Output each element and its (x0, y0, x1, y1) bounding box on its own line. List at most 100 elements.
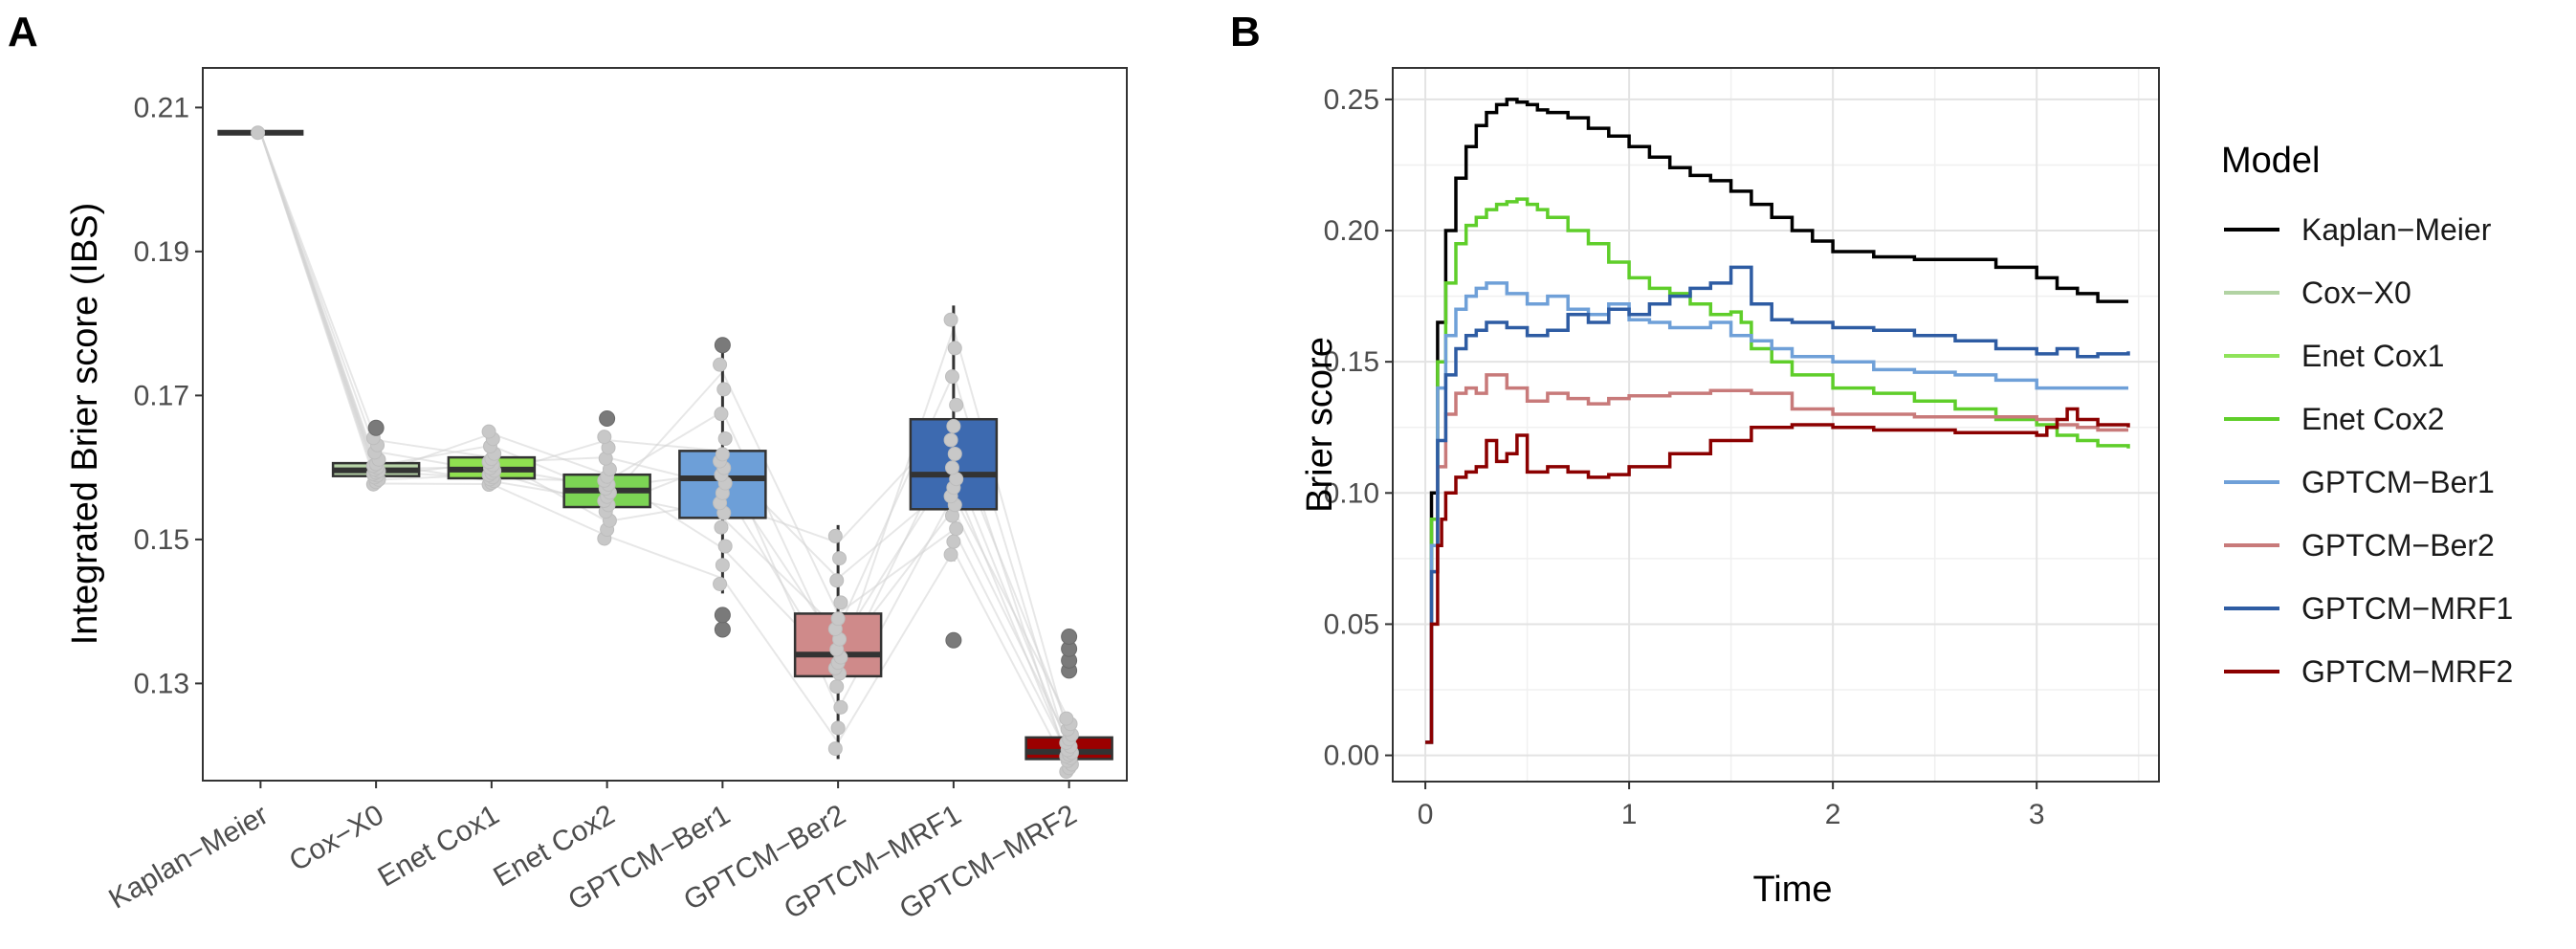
panel-b-series (1425, 98, 2130, 744)
legend-label: GPTCM−MRF1 (2301, 591, 2513, 626)
panel-b-grid (1393, 68, 2159, 782)
legend-title: Model (2221, 141, 2321, 181)
paired-line (952, 463, 1070, 750)
data-point (713, 357, 728, 372)
paired-line (721, 371, 840, 614)
y-tick-label: 0.10 (1324, 477, 1379, 509)
x-tick-label: 1 (1621, 799, 1638, 830)
panel-a-y-axis-title: Integrated Brier score (IBS) (65, 203, 105, 646)
paired-line (721, 577, 839, 743)
y-tick-label: 0.17 (134, 380, 189, 411)
panel-b-border (1392, 67, 2160, 783)
legend-label: GPTCM−Ber1 (2301, 465, 2495, 499)
paired-line (952, 529, 1070, 757)
legend-items: Kaplan−Meier Cox−X0 Enet Cox1 Enet Cox2 GPTC… (2224, 212, 2513, 689)
series-line (1425, 373, 2128, 744)
paired-line (259, 132, 378, 464)
panel-a-y-axis: 0.13 0.15 0.17 0.19 0.21 (134, 92, 203, 699)
data-point (946, 534, 961, 549)
panel-b-y-axis: 0.00 0.05 0.10 0.15 0.20 0.25 (1324, 84, 1393, 772)
data-point (947, 341, 962, 356)
outlier-point (367, 419, 385, 436)
x-tick-label: Enet Cox1 (373, 799, 505, 894)
panel-b-x-axis: 0 1 2 3 (1418, 782, 2045, 830)
data-point (717, 430, 733, 446)
data-point (830, 720, 846, 736)
paired-line (721, 517, 839, 631)
panel-b-x-axis-title: Time (1752, 870, 1832, 910)
legend-label: Enet Cox1 (2301, 339, 2444, 373)
series-line (1425, 281, 2128, 744)
data-point (949, 397, 964, 412)
x-tick-label: 3 (2029, 799, 2045, 830)
data-point (943, 547, 958, 563)
y-tick-label: 0.15 (134, 524, 189, 556)
data-point (829, 573, 845, 588)
paired-line (952, 327, 1070, 739)
data-point (715, 447, 730, 462)
data-point (597, 430, 612, 445)
data-point (481, 424, 496, 439)
data-point (830, 611, 846, 627)
data-point (833, 699, 848, 715)
paired-line (491, 432, 607, 476)
data-point (717, 539, 733, 554)
data-point (949, 521, 964, 537)
data-point (829, 679, 845, 695)
y-tick-label: 0.20 (1324, 215, 1379, 247)
legend-label: GPTCM−MRF2 (2301, 654, 2513, 689)
y-tick-label: 0.19 (134, 236, 189, 268)
x-tick-label: Kaplan−Meier (103, 799, 274, 916)
data-point (944, 369, 959, 385)
legend-label: Enet Cox2 (2301, 402, 2444, 436)
legend: Model Kaplan−Meier Cox−X0 Enet Cox1 Enet Co… (2221, 141, 2513, 689)
data-point (944, 460, 959, 475)
paired-line (837, 529, 955, 615)
data-point (1059, 711, 1074, 726)
data-point (716, 382, 732, 397)
paired-line (375, 439, 493, 459)
data-point (713, 576, 728, 591)
y-tick-label: 0.21 (134, 92, 189, 123)
paired-line (837, 550, 955, 743)
outlier-point (714, 621, 731, 638)
outlier-point (599, 409, 616, 427)
x-tick-label: 0 (1418, 799, 1434, 830)
outlier-point (945, 631, 962, 649)
data-point (947, 446, 962, 461)
data-point (946, 418, 961, 433)
series-line (1425, 98, 2128, 744)
legend-label: Kaplan−Meier (2301, 212, 2492, 247)
outlier-point (714, 607, 731, 624)
panel-a-boxplot: 0.13 0.15 0.17 0.19 0.21 Kaplan−Meier Cox−X0E… (65, 67, 1128, 925)
paired-line (606, 439, 723, 452)
legend-label: Cox−X0 (2301, 276, 2411, 310)
panel-b-y-axis-title: Brier score (1300, 337, 1340, 513)
legend-label: GPTCM−Ber2 (2301, 528, 2495, 563)
data-point (943, 312, 958, 327)
y-tick-label: 0.05 (1324, 608, 1379, 640)
x-tick-label: 2 (1825, 799, 1841, 830)
data-point (827, 528, 843, 543)
panel-a-letter: A (8, 9, 38, 55)
data-point (943, 432, 958, 448)
series-line (1425, 265, 2130, 744)
data-point (827, 741, 843, 757)
series-line (1425, 407, 2130, 744)
paired-line (837, 373, 955, 630)
series-line (1425, 197, 2130, 744)
y-tick-label: 0.00 (1324, 740, 1379, 772)
paired-line (952, 481, 1070, 760)
panel-b-plot-area (1393, 68, 2159, 782)
data-point (714, 519, 729, 535)
data-point (714, 407, 729, 422)
data-point (833, 595, 848, 610)
data-point (251, 125, 266, 141)
data-point (715, 558, 730, 573)
panel-a-points (251, 125, 1079, 780)
panel-b-line-chart: 0.00 0.05 0.10 0.15 0.20 0.25 0 1 2 3 Time Brier… (1300, 67, 2160, 910)
outlier-point (714, 337, 731, 354)
panel-a-border (202, 67, 1128, 782)
